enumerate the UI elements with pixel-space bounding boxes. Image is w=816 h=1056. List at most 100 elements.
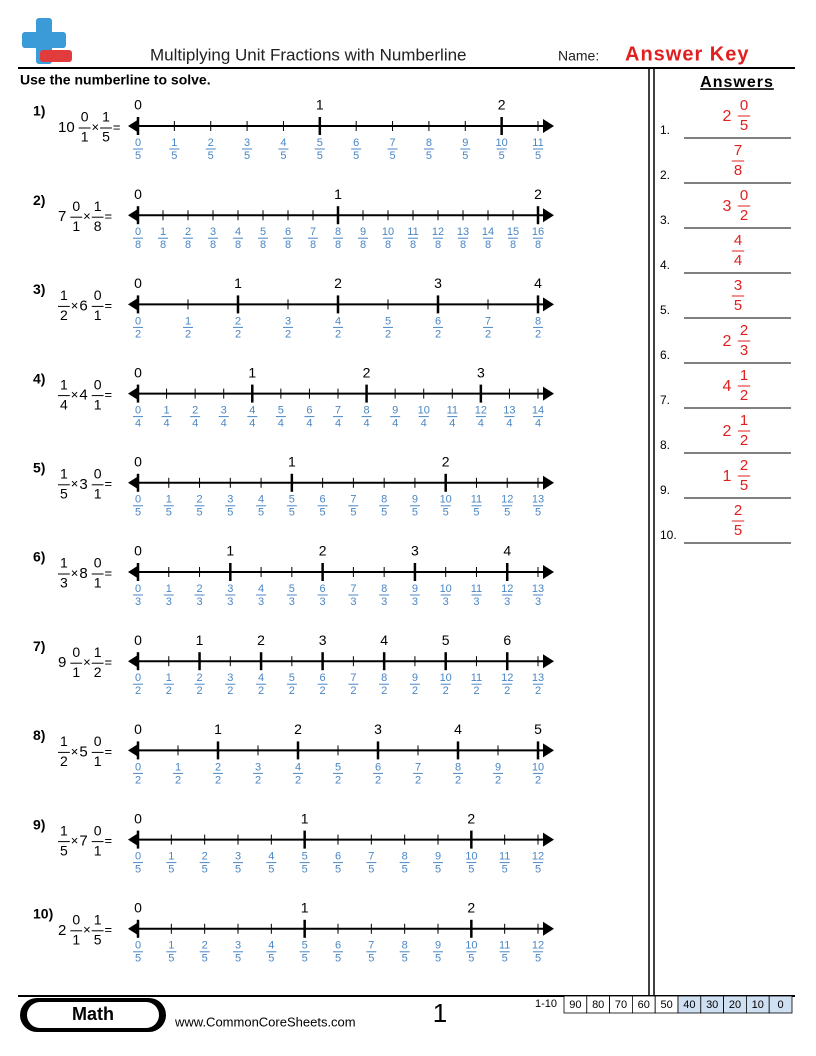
- tick-denominator: 8: [185, 239, 191, 251]
- tick-denominator: 5: [504, 507, 510, 519]
- tick-numerator: 6: [306, 405, 312, 417]
- whole-label: 0: [134, 721, 142, 737]
- arrow-right: [543, 386, 554, 401]
- tick-denominator: 5: [258, 507, 264, 519]
- denominator: 1: [72, 664, 80, 680]
- subject-pill-inner: [27, 1002, 159, 1028]
- answer-number: 4.: [660, 258, 670, 272]
- tick-denominator: 5: [135, 953, 141, 965]
- whole-number: 5: [79, 743, 87, 760]
- whole-label: 3: [434, 275, 442, 291]
- numerator: 0: [81, 109, 89, 125]
- score: 40: [683, 999, 695, 1011]
- arrow-right: [543, 208, 554, 223]
- problem-number: 3): [33, 281, 45, 297]
- tick-numerator: 7: [368, 851, 374, 863]
- whole-label: 2: [363, 364, 371, 380]
- arrow-right: [543, 297, 554, 312]
- whole-number: 10: [58, 119, 75, 136]
- tick-numerator: 3: [255, 761, 261, 773]
- denominator: 3: [740, 342, 748, 359]
- whole-label: 4: [503, 543, 511, 559]
- score-label: 1-10: [535, 998, 557, 1010]
- numerator: 0: [740, 187, 748, 204]
- tick-numerator: 6: [320, 672, 326, 684]
- tick-denominator: 5: [320, 507, 326, 519]
- logo-plus-h: [22, 32, 66, 48]
- denominator: 1: [81, 129, 89, 145]
- arrow-left: [128, 386, 139, 401]
- numerator: 1: [740, 412, 748, 429]
- problem-number: 4): [33, 370, 45, 386]
- tick-numerator: 1: [171, 137, 177, 149]
- answer-number: 10.: [660, 528, 677, 542]
- numerator: 0: [72, 198, 80, 214]
- tick-numerator: 12: [432, 226, 444, 238]
- page-number: 1: [433, 998, 447, 1028]
- tick-numerator: 12: [475, 405, 487, 417]
- answer-whole: 2: [723, 333, 732, 350]
- tick-denominator: 5: [389, 150, 395, 162]
- score: 30: [706, 999, 718, 1011]
- whole-label: 2: [334, 275, 342, 291]
- tick-numerator: 2: [185, 226, 191, 238]
- arrow-left: [128, 743, 139, 758]
- numerator: 1: [60, 555, 68, 571]
- tick-denominator: 2: [258, 685, 264, 697]
- tick-numerator: 0: [135, 137, 141, 149]
- tick-numerator: 5: [385, 315, 391, 327]
- tick-denominator: 5: [268, 953, 274, 965]
- numerator: 1: [60, 287, 68, 303]
- tick-denominator: 8: [485, 239, 491, 251]
- tick-numerator: 2: [192, 405, 198, 417]
- tick-denominator: 8: [310, 239, 316, 251]
- tick-numerator: 0: [135, 226, 141, 238]
- times-sign: ×: [83, 922, 91, 937]
- tick-numerator: 9: [392, 405, 398, 417]
- numerator: 0: [72, 912, 80, 928]
- numerator: 0: [94, 733, 102, 749]
- equals-sign: =: [105, 387, 113, 402]
- tick-denominator: 3: [166, 596, 172, 608]
- whole-number: 8: [79, 565, 87, 582]
- whole-number: 6: [79, 297, 87, 314]
- tick-denominator: 3: [196, 596, 202, 608]
- whole-label: 1: [196, 632, 204, 648]
- tick-denominator: 5: [135, 507, 141, 519]
- tick-denominator: 5: [302, 953, 308, 965]
- tick-numerator: 10: [465, 940, 477, 952]
- tick-numerator: 7: [368, 940, 374, 952]
- denominator: 1: [94, 396, 102, 412]
- tick-numerator: 13: [532, 583, 544, 595]
- arrow-left: [128, 654, 139, 669]
- denominator: 5: [734, 522, 742, 539]
- numerator: 0: [94, 822, 102, 838]
- tick-denominator: 2: [295, 774, 301, 786]
- numerator: 0: [94, 466, 102, 482]
- tick-denominator: 5: [468, 953, 474, 965]
- numerator: 2: [740, 457, 748, 474]
- whole-label: 4: [454, 721, 462, 737]
- tick-numerator: 9: [495, 761, 501, 773]
- tick-denominator: 2: [473, 685, 479, 697]
- whole-label: 1: [214, 721, 222, 737]
- tick-numerator: 11: [532, 137, 543, 149]
- whole-label: 1: [301, 900, 309, 916]
- tick-numerator: 9: [462, 137, 468, 149]
- tick-numerator: 8: [381, 494, 387, 506]
- logo: [22, 18, 72, 64]
- tick-denominator: 2: [289, 685, 295, 697]
- arrow-left: [128, 119, 139, 133]
- tick-numerator: 3: [221, 405, 227, 417]
- tick-numerator: 15: [507, 226, 519, 238]
- tick-numerator: 10: [440, 672, 452, 684]
- tick-numerator: 10: [440, 583, 452, 595]
- denominator: 8: [734, 162, 742, 179]
- tick-numerator: 1: [168, 940, 174, 952]
- tick-denominator: 2: [535, 685, 541, 697]
- tick-denominator: 3: [320, 596, 326, 608]
- whole-label: 5: [534, 721, 542, 737]
- tick-numerator: 1: [175, 761, 181, 773]
- problem-number: 5): [33, 460, 45, 476]
- tick-denominator: 2: [135, 328, 141, 340]
